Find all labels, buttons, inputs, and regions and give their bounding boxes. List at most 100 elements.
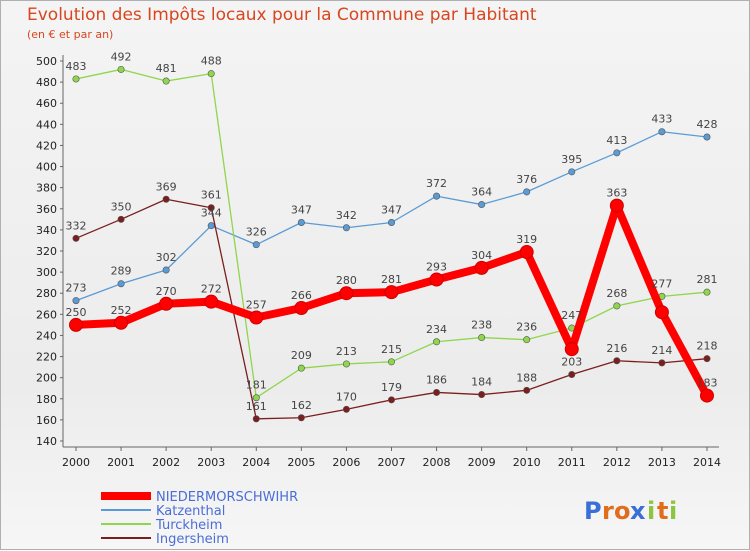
data-point bbox=[703, 133, 711, 141]
data-label: 361 bbox=[201, 189, 222, 202]
data-label: 170 bbox=[336, 390, 357, 403]
data-point bbox=[478, 201, 486, 209]
data-label: 281 bbox=[696, 273, 717, 286]
data-label: 214 bbox=[651, 344, 672, 357]
data-label: 344 bbox=[201, 207, 222, 220]
data-point bbox=[609, 198, 624, 213]
x-tick-label: 2003 bbox=[197, 456, 225, 469]
data-point bbox=[342, 224, 350, 232]
x-tick-label: 2002 bbox=[152, 456, 180, 469]
data-point bbox=[69, 317, 83, 332]
data-label: 319 bbox=[516, 233, 537, 246]
brand-letter: i bbox=[647, 497, 655, 525]
data-label: 188 bbox=[516, 371, 537, 384]
data-label: 372 bbox=[426, 177, 447, 190]
data-label: 266 bbox=[291, 289, 312, 302]
data-point bbox=[297, 219, 305, 227]
data-point bbox=[613, 302, 621, 310]
data-point bbox=[568, 370, 576, 378]
data-label: 213 bbox=[336, 345, 357, 358]
data-label: 268 bbox=[606, 287, 627, 300]
data-point bbox=[294, 301, 309, 315]
brand-letter: o bbox=[614, 497, 631, 525]
data-label: 186 bbox=[426, 373, 447, 386]
x-tick-label: 2001 bbox=[107, 456, 135, 469]
data-point bbox=[658, 128, 666, 136]
data-label: 304 bbox=[471, 249, 492, 262]
data-label: 376 bbox=[516, 173, 537, 186]
data-label: 302 bbox=[156, 251, 177, 264]
data-label: 183 bbox=[696, 377, 717, 390]
data-label: 247 bbox=[561, 309, 582, 322]
data-label: 488 bbox=[201, 55, 222, 68]
x-tick-label: 2007 bbox=[377, 456, 405, 469]
data-point bbox=[72, 297, 80, 305]
data-label: 184 bbox=[471, 376, 492, 389]
data-point bbox=[658, 359, 666, 367]
data-point bbox=[117, 280, 125, 288]
brand-letter: t bbox=[657, 497, 668, 525]
legend-label: Katzenthal bbox=[156, 504, 225, 519]
data-point bbox=[162, 266, 170, 274]
x-tick-label: 2012 bbox=[603, 456, 631, 469]
data-label: 492 bbox=[111, 50, 132, 63]
data-label: 179 bbox=[381, 381, 402, 394]
y-tick-label: 460 bbox=[36, 97, 57, 110]
data-point bbox=[433, 388, 441, 396]
data-label: 395 bbox=[561, 153, 582, 166]
x-tick-label: 2009 bbox=[468, 456, 496, 469]
data-label: 238 bbox=[471, 319, 492, 332]
x-tick-label: 2005 bbox=[287, 456, 315, 469]
data-point bbox=[342, 360, 350, 368]
data-point bbox=[297, 364, 305, 372]
data-label: 215 bbox=[381, 343, 402, 356]
data-point bbox=[433, 338, 441, 346]
data-point bbox=[523, 336, 531, 344]
y-tick-label: 300 bbox=[36, 266, 57, 279]
data-point bbox=[564, 342, 579, 357]
data-label: 433 bbox=[651, 113, 672, 126]
x-tick-label: 2000 bbox=[62, 456, 90, 469]
data-point bbox=[252, 241, 260, 249]
data-point bbox=[568, 168, 576, 176]
chart-subtitle: (en € et par an) bbox=[27, 28, 114, 41]
y-tick-label: 260 bbox=[36, 308, 57, 321]
data-label: 236 bbox=[516, 321, 537, 334]
data-point bbox=[703, 288, 711, 296]
data-point bbox=[613, 149, 621, 157]
data-point bbox=[523, 188, 531, 196]
data-point bbox=[478, 391, 486, 399]
legend-label: NIEDERMORSCHWIHR bbox=[156, 490, 298, 505]
data-point bbox=[387, 219, 395, 227]
y-tick-label: 280 bbox=[36, 287, 57, 300]
data-point bbox=[117, 65, 125, 73]
data-point bbox=[204, 294, 219, 309]
data-label: 364 bbox=[471, 186, 492, 199]
data-label: 252 bbox=[111, 304, 132, 317]
y-tick-label: 180 bbox=[36, 393, 57, 406]
data-point bbox=[252, 394, 260, 402]
data-label: 347 bbox=[381, 204, 402, 217]
x-tick-label: 2010 bbox=[513, 456, 541, 469]
brand-letter: r bbox=[602, 497, 614, 525]
data-label: 342 bbox=[336, 209, 357, 222]
data-label: 218 bbox=[696, 340, 717, 353]
data-point bbox=[654, 305, 669, 320]
data-point bbox=[159, 296, 174, 311]
data-label: 326 bbox=[246, 226, 267, 239]
data-label: 350 bbox=[111, 200, 132, 213]
data-label: 281 bbox=[381, 273, 402, 286]
y-tick-label: 220 bbox=[36, 351, 57, 364]
data-point bbox=[114, 315, 129, 330]
data-point bbox=[297, 414, 305, 422]
data-point bbox=[252, 415, 260, 423]
data-label: 162 bbox=[291, 399, 312, 412]
data-label: 413 bbox=[606, 134, 627, 147]
data-label: 203 bbox=[561, 356, 582, 369]
data-label: 257 bbox=[246, 299, 267, 312]
data-point bbox=[387, 396, 395, 404]
brand-letter: x bbox=[630, 497, 646, 525]
y-tick-label: 160 bbox=[36, 414, 57, 427]
